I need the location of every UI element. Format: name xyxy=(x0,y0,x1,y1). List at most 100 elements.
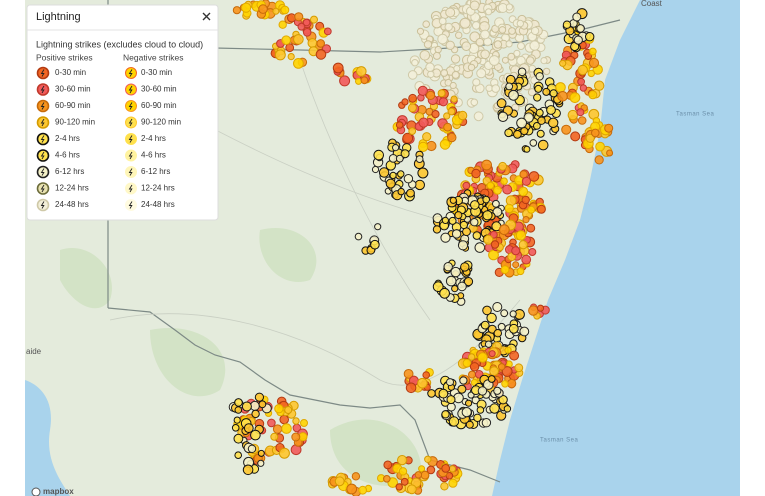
strike xyxy=(397,187,405,196)
strike xyxy=(505,3,513,11)
strike xyxy=(505,74,516,85)
strike xyxy=(577,64,588,76)
strike xyxy=(489,403,500,414)
legend-item: 0-30 min xyxy=(125,67,172,79)
legend-label: 24-48 hrs xyxy=(141,200,175,209)
strike xyxy=(606,149,614,157)
strike xyxy=(281,35,292,46)
strike xyxy=(417,377,428,389)
attribution[interactable]: mapbox xyxy=(31,487,74,496)
strike xyxy=(451,285,459,293)
strike xyxy=(482,210,493,221)
strike xyxy=(504,346,512,354)
bolt-icon xyxy=(40,151,45,160)
strike xyxy=(497,111,509,123)
legend-item: 12-24 hrs xyxy=(125,182,175,195)
legend-label: 30-60 min xyxy=(141,85,177,94)
strike xyxy=(518,240,528,250)
strike xyxy=(426,90,436,101)
strike xyxy=(443,122,453,132)
strike xyxy=(475,37,485,47)
strike xyxy=(473,111,484,122)
strike xyxy=(242,464,254,476)
strike xyxy=(422,371,431,379)
strike xyxy=(517,67,527,77)
strike xyxy=(371,165,380,174)
strike xyxy=(438,17,447,26)
strike xyxy=(548,117,559,129)
strike xyxy=(459,220,468,230)
strike xyxy=(476,406,485,414)
close-button[interactable] xyxy=(202,12,211,21)
bolt-icon xyxy=(128,102,133,110)
strike xyxy=(461,41,472,52)
strike xyxy=(492,199,500,208)
strike xyxy=(457,384,467,394)
strike xyxy=(408,127,417,136)
strike xyxy=(512,261,520,269)
strike xyxy=(451,70,460,79)
strike xyxy=(445,275,457,287)
strike xyxy=(293,58,304,69)
strike xyxy=(432,213,443,224)
strike xyxy=(389,171,397,179)
strike xyxy=(467,353,476,361)
strike xyxy=(300,419,308,427)
strike xyxy=(534,84,543,93)
legend-label: 4-6 hrs xyxy=(141,151,166,160)
strike xyxy=(585,133,595,143)
legend-label: 6-12 hrs xyxy=(55,167,84,176)
legend-item: 4-6 hrs xyxy=(36,149,80,162)
strike xyxy=(485,8,493,16)
legend-item: 60-90 min xyxy=(125,100,177,112)
strike xyxy=(457,281,467,292)
strike xyxy=(501,56,509,64)
strike xyxy=(427,389,436,398)
strike xyxy=(536,204,546,214)
strike xyxy=(455,31,463,39)
strike xyxy=(498,224,510,236)
strike xyxy=(397,455,408,466)
legend-icon xyxy=(125,149,137,162)
strike xyxy=(287,53,295,61)
strike xyxy=(417,167,429,179)
strike xyxy=(423,40,433,49)
lightning-strikes xyxy=(228,0,614,496)
strike xyxy=(234,451,242,460)
strike xyxy=(441,216,449,224)
bolt-icon xyxy=(40,184,45,193)
strike xyxy=(332,62,344,74)
strike xyxy=(527,88,537,97)
legend-icon xyxy=(125,133,137,145)
strike xyxy=(447,107,456,116)
strike xyxy=(446,378,454,387)
strike xyxy=(562,20,572,29)
legend-item: 24-48 hrs xyxy=(125,199,175,211)
strike xyxy=(351,472,361,481)
strike xyxy=(274,404,284,414)
strike xyxy=(595,141,605,152)
strike xyxy=(446,395,456,405)
strike xyxy=(577,116,587,125)
legend-item: 30-60 min xyxy=(36,83,91,96)
strike xyxy=(465,420,474,429)
strike xyxy=(257,459,265,467)
strike xyxy=(440,482,449,491)
strike xyxy=(570,131,581,142)
strike xyxy=(370,239,380,250)
strike xyxy=(448,465,456,473)
strike xyxy=(422,132,432,142)
strike xyxy=(526,223,536,233)
strike xyxy=(491,84,501,93)
strike xyxy=(356,66,367,77)
legend-label: 60-90 min xyxy=(141,101,177,110)
strike xyxy=(492,207,503,217)
strike xyxy=(448,416,460,427)
strike xyxy=(470,98,479,107)
column-heading: Positive strikes xyxy=(36,52,93,62)
strike xyxy=(383,460,393,470)
strike xyxy=(407,70,418,80)
strike xyxy=(480,320,490,330)
strike xyxy=(310,15,318,24)
strike xyxy=(604,123,614,133)
